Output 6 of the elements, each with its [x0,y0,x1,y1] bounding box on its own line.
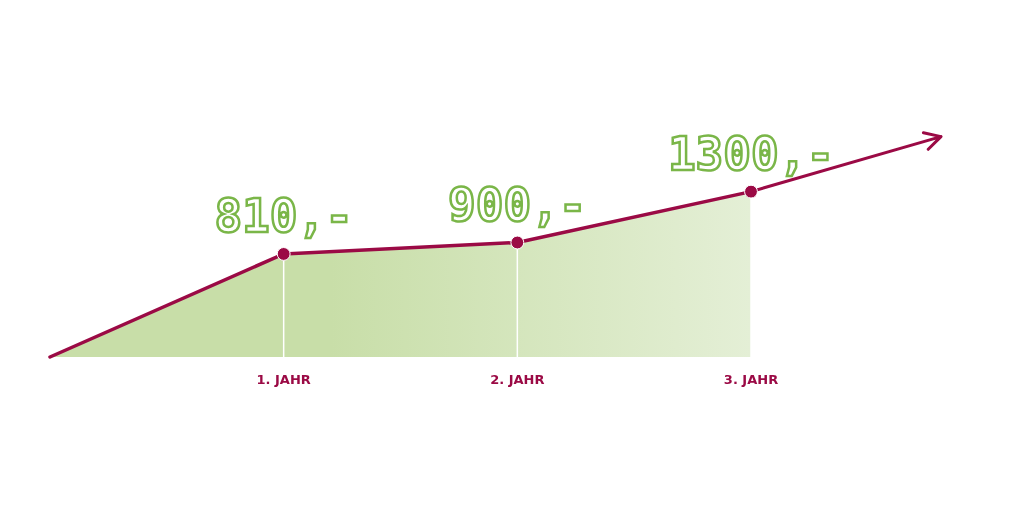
x-tick-label: 1. JAHR [256,372,311,387]
x-tick-label: 2. JAHR [490,372,545,387]
data-label: 900,- [448,177,587,232]
x-tick-label: 3. JAHR [723,372,779,387]
data-label: 1300,- [667,126,835,181]
data-label: 810,- [214,188,353,243]
